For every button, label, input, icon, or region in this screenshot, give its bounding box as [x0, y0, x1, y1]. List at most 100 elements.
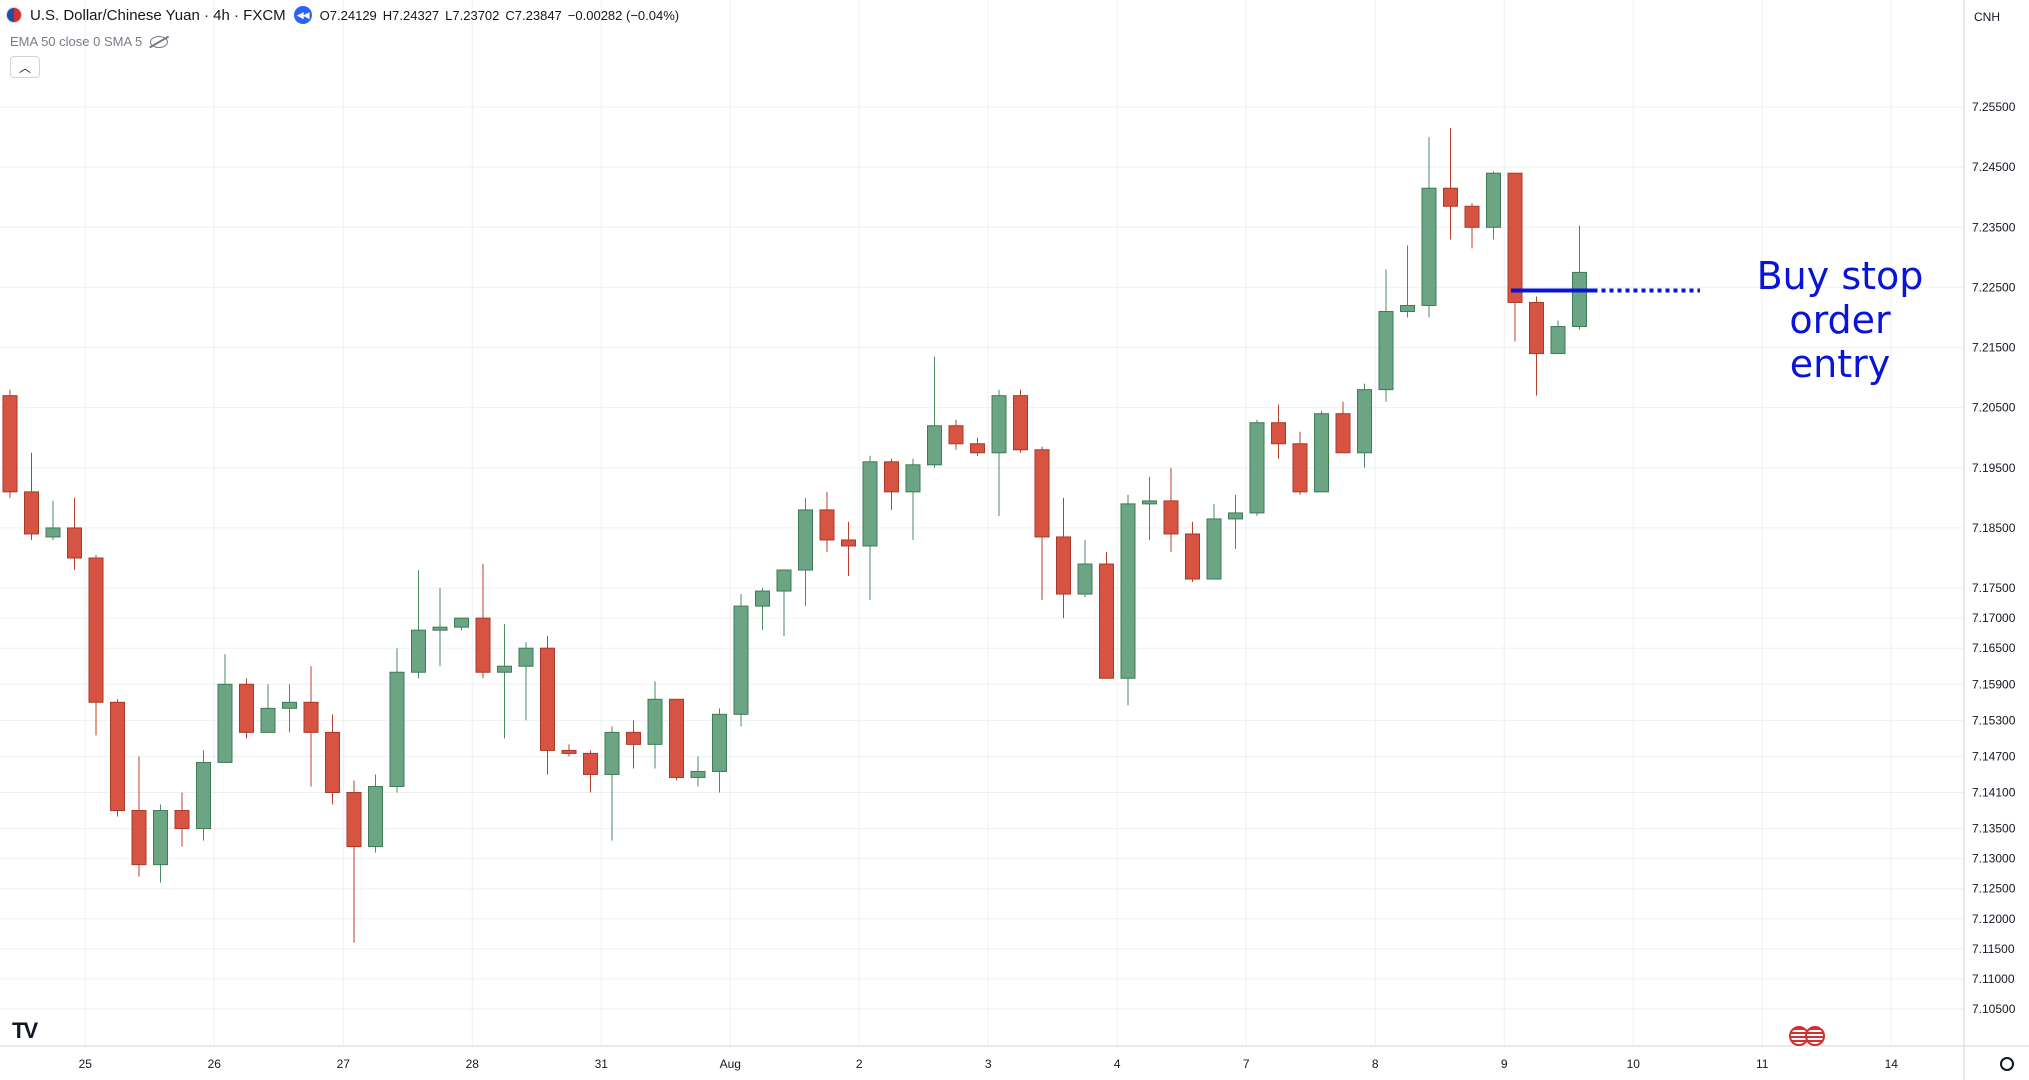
candle-body — [131, 810, 147, 866]
candle-body — [389, 671, 405, 787]
candle-body — [1378, 310, 1394, 391]
collapse-legend-button[interactable]: ︿ — [10, 56, 40, 78]
price-tick-label: 7.16500 — [1972, 641, 2016, 655]
price-tick-label: 7.17000 — [1972, 611, 2016, 625]
candle-body — [110, 701, 125, 812]
candle-body — [970, 443, 985, 454]
candle-body — [282, 701, 297, 709]
change-value: −0.00282 (−0.04%) — [567, 7, 680, 23]
candle-body — [905, 464, 921, 493]
price-tick-label: 7.15300 — [1972, 713, 2016, 727]
symbol-title[interactable]: U.S. Dollar/Chinese Yuan · 4h · FXCM — [30, 6, 286, 24]
price-tick-label: 7.15900 — [1972, 677, 2016, 691]
time-tick-label: 7 — [1243, 1057, 1250, 1071]
candle-body — [1271, 422, 1286, 445]
price-axis: 7.25500 7.24500 7.23500 7.22500 7.21500 7.205… — [1963, 0, 2016, 1080]
close-value: C7.23847 — [505, 7, 562, 23]
candles — [2, 128, 1587, 943]
us-flag-event-icon[interactable] — [1805, 1026, 1825, 1046]
price-tick-label: 7.25500 — [1972, 100, 2016, 114]
price-tick-label: 7.17500 — [1972, 581, 2016, 595]
time-tick-label: 4 — [1114, 1057, 1121, 1071]
candle-body — [174, 810, 190, 830]
candle-body — [1464, 205, 1480, 228]
annotation-line-1: Buy stop order — [1756, 254, 1924, 342]
candle-body — [475, 617, 491, 673]
candle-body — [1077, 563, 1093, 595]
candle-body — [1099, 563, 1114, 679]
price-tick-label: 7.19500 — [1972, 461, 2016, 475]
buy-stop-annotation: Buy stop order entry — [1700, 254, 1980, 386]
candle-body — [776, 569, 792, 592]
time-tick-label: 25 — [79, 1057, 93, 1071]
price-tick-label: 7.11500 — [1972, 942, 2015, 956]
candle-body — [1486, 172, 1501, 228]
usd-cny-flag-icon — [6, 7, 22, 23]
candle-body — [411, 629, 426, 673]
candle-body — [1249, 422, 1265, 514]
indicator-label: EMA 50 close 0 SMA 5 — [10, 34, 143, 49]
price-tick-label: 7.10500 — [1972, 1002, 2016, 1016]
eye-hidden-icon[interactable] — [150, 35, 169, 48]
price-tick-label: 7.13500 — [1972, 822, 2016, 836]
candle-body — [45, 527, 61, 538]
candle-body — [1357, 389, 1372, 454]
candle-body — [1572, 271, 1587, 328]
replay-icon[interactable]: ◀◀ — [293, 6, 312, 24]
candle-body — [1335, 413, 1351, 454]
candle-body — [1314, 413, 1329, 493]
candle-body — [454, 617, 469, 628]
candle-body — [1443, 187, 1458, 207]
tradingview-logo-icon[interactable]: TV — [12, 1018, 38, 1043]
currency-label[interactable]: CNH — [1974, 10, 2000, 24]
price-tick-label: 7.18500 — [1972, 521, 2016, 535]
candle-body — [604, 731, 620, 775]
price-tick-label: 7.12000 — [1972, 912, 2016, 926]
time-tick-label: 10 — [1627, 1057, 1641, 1071]
time-tick-label: 14 — [1885, 1057, 1899, 1071]
low-value: L7.23702 — [445, 7, 500, 23]
candle-body — [1142, 500, 1157, 505]
time-tick-label: 9 — [1501, 1057, 1508, 1071]
candle-body — [432, 626, 448, 631]
price-tick-label: 7.11000 — [1972, 972, 2015, 986]
candle-body — [1013, 395, 1028, 451]
candle-body — [561, 749, 577, 754]
candle-body — [88, 557, 104, 703]
economic-events[interactable] — [1789, 1026, 1825, 1046]
time-tick-label: 31 — [595, 1057, 609, 1071]
time-tick-label: 11 — [1756, 1057, 1769, 1071]
candle-body — [583, 752, 598, 775]
chevron-up-icon: ︿ — [18, 60, 31, 75]
candle-body — [948, 425, 964, 445]
price-tick-label: 7.24500 — [1972, 160, 2016, 174]
candle-body — [1163, 500, 1179, 535]
candle-body — [927, 425, 942, 466]
candle-body — [819, 509, 835, 541]
ohlc-values: O7.24129 H7.24327 L7.23702 C7.23847 −0.0… — [320, 8, 679, 23]
candle-body — [497, 665, 512, 673]
candle-body — [346, 791, 362, 848]
indicator-legend[interactable]: EMA 50 close 0 SMA 5 — [10, 34, 169, 49]
candle-body — [755, 590, 770, 607]
chart-grid — [0, 0, 1964, 1046]
settings-icon[interactable] — [2000, 1057, 2014, 1071]
candle-body — [2, 395, 18, 493]
candle-body — [690, 770, 706, 778]
candle-body — [303, 701, 319, 733]
time-tick-label: 3 — [985, 1057, 992, 1071]
time-axis: 25 26 27 28 31 Aug 2 3 4 7 8 9 10 11 14 — [0, 1045, 2029, 1071]
annotation-line-2: entry — [1789, 342, 1891, 386]
candle-body — [712, 713, 727, 772]
candle-body — [1120, 503, 1136, 679]
candle-body — [1400, 304, 1415, 312]
time-tick-label: 28 — [466, 1057, 480, 1071]
candle-body — [647, 698, 663, 745]
candle-body — [196, 761, 211, 830]
candle-body — [626, 731, 641, 745]
candle-body — [884, 461, 899, 493]
time-tick-label: 26 — [208, 1057, 222, 1071]
candle-body — [798, 509, 813, 571]
price-tick-label: 7.22500 — [1972, 280, 2016, 294]
